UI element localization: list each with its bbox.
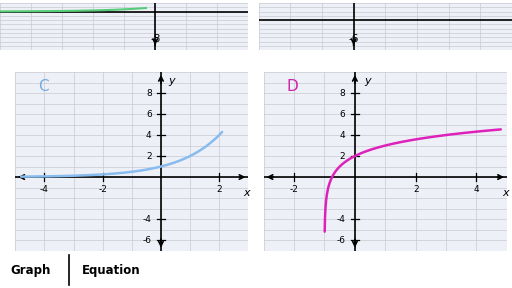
Text: Equation: Equation [82, 264, 141, 277]
Text: 8: 8 [339, 88, 345, 98]
Text: 2: 2 [217, 185, 222, 194]
Text: -6: -6 [348, 33, 359, 43]
Text: 8: 8 [146, 88, 152, 98]
Text: -4: -4 [40, 185, 49, 194]
Text: y: y [365, 75, 371, 86]
Text: C: C [38, 79, 49, 94]
Text: 2: 2 [146, 151, 152, 160]
Text: 2: 2 [413, 185, 418, 194]
Text: -2: -2 [290, 185, 298, 194]
Text: -4: -4 [336, 215, 345, 223]
Text: -6: -6 [143, 236, 152, 245]
Text: -6: -6 [336, 236, 345, 245]
Text: y: y [168, 75, 175, 86]
Text: 4: 4 [474, 185, 479, 194]
Text: D: D [287, 79, 298, 94]
Text: Graph: Graph [10, 264, 51, 277]
Text: -8: -8 [150, 33, 160, 43]
Text: 2: 2 [339, 151, 345, 160]
Text: x: x [502, 188, 508, 198]
Text: -2: -2 [98, 185, 107, 194]
Text: 4: 4 [146, 130, 152, 139]
Text: 6: 6 [339, 109, 345, 119]
Text: 6: 6 [146, 109, 152, 119]
Text: x: x [244, 188, 250, 198]
Text: -4: -4 [143, 215, 152, 223]
Text: 4: 4 [339, 130, 345, 139]
